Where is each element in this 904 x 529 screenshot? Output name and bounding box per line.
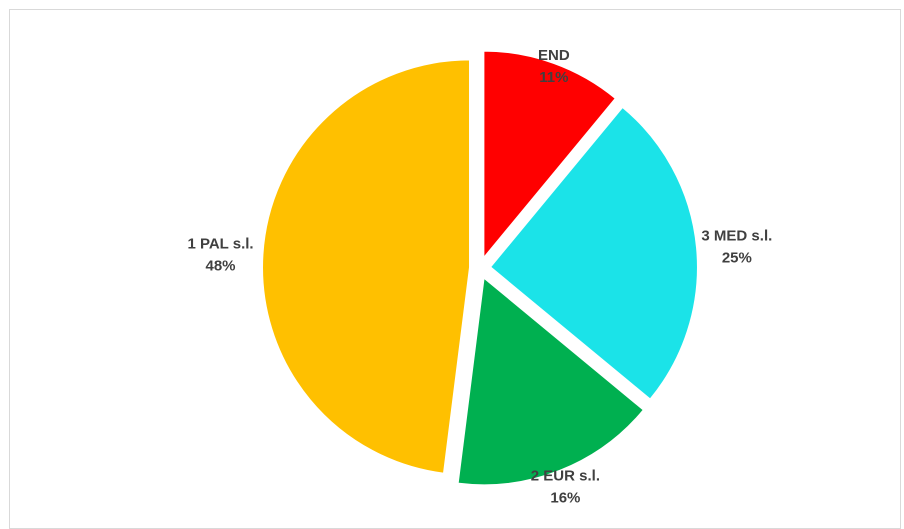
slice-value-2-eur-s-l: 16% <box>550 490 580 507</box>
labels-layer: END 11% 3 MED s.l. 25% 2 EUR s.l. 16% 1 PAL s.… <box>187 47 772 507</box>
pie-slice-1-pal-s-l <box>261 58 472 475</box>
slice-value-end: 11% <box>539 69 568 86</box>
slice-label-2-eur-s-l: 2 EUR s.l. <box>531 468 600 485</box>
slice-label-end: END <box>538 47 570 64</box>
slice-value-1-pal-s-l: 48% <box>205 258 235 275</box>
slice-label-3-med-s-l: 3 MED s.l. <box>701 228 772 245</box>
slices-layer <box>261 49 699 487</box>
pie-slice-3-med-s-l <box>488 105 699 402</box>
slice-label-1-pal-s-l: 1 PAL s.l. <box>187 236 253 253</box>
pie-slice-2-eur-s-l <box>456 275 646 487</box>
slice-value-3-med-s-l: 25% <box>722 250 752 267</box>
pie-slice-end <box>482 49 618 262</box>
